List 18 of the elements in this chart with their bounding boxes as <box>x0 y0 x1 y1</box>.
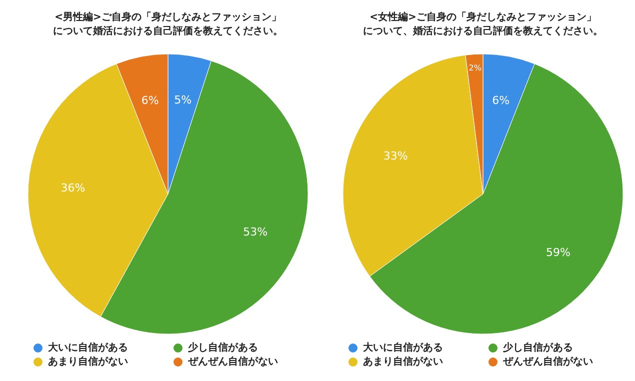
data-label: 6% <box>141 94 159 107</box>
data-label: 5% <box>174 93 192 106</box>
legend-label: 少し自信がある <box>187 342 258 354</box>
data-label: 36% <box>60 182 86 195</box>
data-label: 6% <box>492 94 510 107</box>
data-label: 33% <box>383 150 408 163</box>
data-label: 59% <box>546 246 570 259</box>
legend-label: あまり自信がない <box>363 356 443 368</box>
legend-label: ぜんぜん自信がない <box>187 356 278 368</box>
legend-label: ぜんぜん自信がない <box>502 356 593 368</box>
data-label: 53% <box>243 225 268 238</box>
chart-title: <男性編>ご自身の「身だしなみとファッション」について婚活における自己評価を教えてください。 <box>53 11 283 37</box>
legend-label: 大いに自信がある <box>47 342 128 354</box>
legend-label: あまり自信がない <box>48 356 128 368</box>
legend-label: 少し自信がある <box>502 342 573 354</box>
legend-label: 大いに自信がある <box>362 342 443 354</box>
chart-title: <女性編>ご自身の「身だしなみとファッション」について、婚活における自己評価を教えてください。 <box>363 11 603 37</box>
data-label: 2% <box>468 64 482 73</box>
